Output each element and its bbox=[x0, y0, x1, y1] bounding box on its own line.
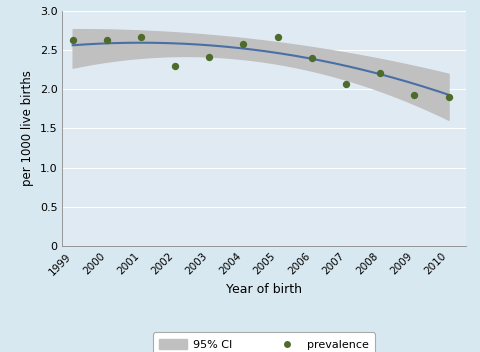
Legend: 95% CI, predicted cp, prevalence: 95% CI, predicted cp, prevalence bbox=[153, 333, 375, 352]
Point bbox=[444, 94, 452, 100]
Point bbox=[240, 42, 247, 47]
Y-axis label: per 1000 live births: per 1000 live births bbox=[21, 70, 34, 187]
Point bbox=[69, 37, 76, 43]
Point bbox=[342, 81, 350, 87]
Point bbox=[274, 34, 281, 39]
Point bbox=[103, 38, 111, 43]
Point bbox=[171, 63, 179, 68]
Point bbox=[308, 55, 316, 61]
Point bbox=[137, 34, 145, 39]
X-axis label: Year of birth: Year of birth bbox=[226, 283, 302, 296]
Point bbox=[205, 54, 213, 60]
Point bbox=[376, 71, 384, 76]
Point bbox=[410, 92, 418, 98]
